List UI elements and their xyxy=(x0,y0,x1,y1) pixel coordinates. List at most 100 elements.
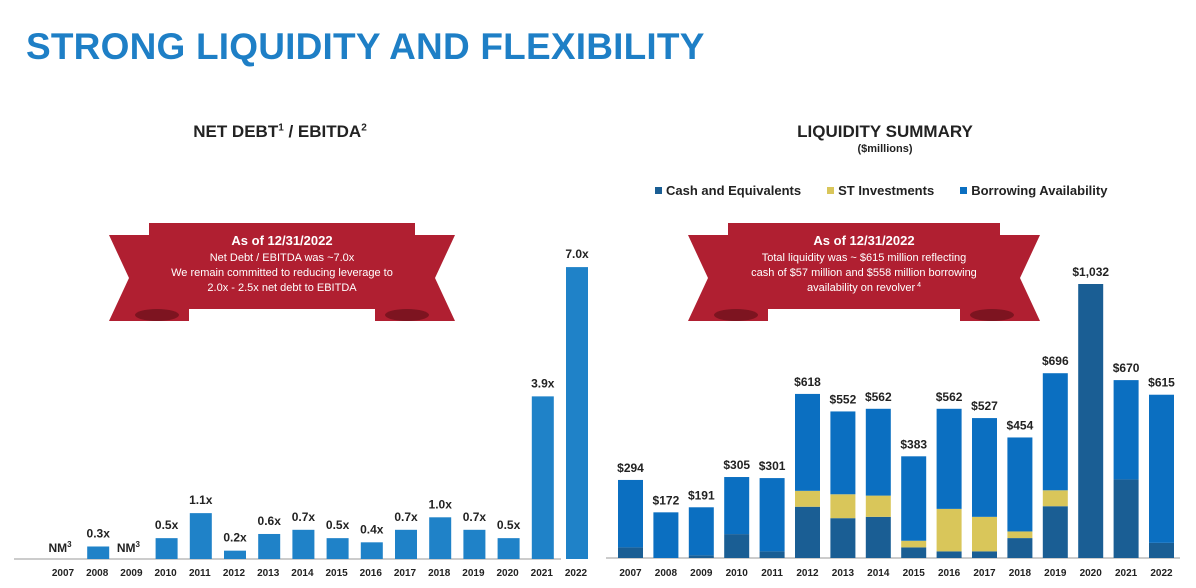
right-chart-title: LIQUIDITY SUMMARY xyxy=(797,122,973,141)
right-total-label: $294 xyxy=(617,461,644,475)
left-x-tick-label: 2016 xyxy=(360,568,383,579)
right-total-label: $172 xyxy=(653,493,680,507)
borrowing-segment xyxy=(724,477,750,535)
left-bar xyxy=(224,550,246,559)
left-data-label: 0.2x xyxy=(223,531,247,545)
st-investments-segment xyxy=(830,494,856,519)
legend-item-borrowing: Borrowing Availability xyxy=(960,183,1107,198)
right-total-label: $615 xyxy=(1148,376,1175,390)
borrowing-segment xyxy=(830,411,856,495)
cash-segment xyxy=(724,534,750,558)
left-x-tick-label: 2013 xyxy=(257,568,280,579)
st-investments-segment xyxy=(1007,531,1033,539)
left-bar xyxy=(429,517,452,559)
right-x-tick-label: 2016 xyxy=(938,568,961,579)
cash-segment xyxy=(936,551,962,558)
left-bar xyxy=(463,529,486,559)
borrowing-segment xyxy=(1042,373,1068,491)
left-data-label: 0.7x xyxy=(394,510,418,524)
legend-item-st-investments: ST Investments xyxy=(827,183,934,198)
right-x-tick-label: 2018 xyxy=(1009,568,1032,579)
left-data-label: 0.3x xyxy=(87,526,111,540)
left-x-tick-label: 2012 xyxy=(223,568,246,579)
right-banner-line: Total liquidity was ~ $615 million refle… xyxy=(762,252,967,264)
right-banner-left-curl xyxy=(714,309,758,321)
borrowing-segment xyxy=(795,393,820,491)
borrowing-segment xyxy=(618,479,643,548)
left-data-label: 3.9x xyxy=(531,376,555,390)
left-x-tick-label: 2022 xyxy=(565,568,588,579)
borrowing-segment xyxy=(865,408,891,496)
borrowing-segment xyxy=(759,478,785,552)
borrowing-segment xyxy=(936,408,962,509)
right-x-tick-label: 2019 xyxy=(1044,568,1067,579)
cash-segment xyxy=(830,518,856,558)
st-investments-segment xyxy=(865,495,891,517)
cash-segment xyxy=(1078,284,1104,558)
left-banner-right-curl xyxy=(385,309,429,321)
legend-swatch-cash xyxy=(655,187,662,194)
page-title: STRONG LIQUIDITY AND FLEXIBILITY xyxy=(26,26,705,67)
left-banner-line: 2.0x - 2.5x net debt to EBITDA xyxy=(207,282,357,294)
right-total-label: $527 xyxy=(971,399,998,413)
cash-segment xyxy=(1113,479,1139,558)
left-bar xyxy=(155,538,178,559)
borrowing-segment xyxy=(901,456,927,541)
left-banner-line: Net Debt / EBITDA was ~7.0x xyxy=(210,252,355,264)
left-data-label: 0.5x xyxy=(326,518,350,532)
left-x-tick-label: 2019 xyxy=(462,568,485,579)
left-x-tick-label: 2014 xyxy=(291,568,314,579)
left-bar xyxy=(292,529,315,559)
left-bar xyxy=(566,267,588,559)
right-total-label: $670 xyxy=(1113,361,1140,375)
right-banner-right-curl xyxy=(970,309,1014,321)
left-data-label: NM3 xyxy=(48,540,72,555)
right-chart-subtitle: ($millions) xyxy=(857,143,913,155)
borrowing-segment xyxy=(653,512,679,558)
left-bar xyxy=(258,533,281,559)
right-total-label: $305 xyxy=(723,458,750,472)
cash-segment xyxy=(901,547,927,558)
right-x-tick-label: 2012 xyxy=(796,568,819,579)
left-bar xyxy=(395,529,417,559)
right-total-label: $1,032 xyxy=(1072,265,1109,279)
right-banner xyxy=(688,223,1040,321)
right-x-tick-label: 2022 xyxy=(1150,568,1173,579)
legend-label-st-investments: ST Investments xyxy=(838,183,935,198)
cash-segment xyxy=(1007,538,1033,558)
right-x-tick-label: 2009 xyxy=(690,568,713,579)
right-total-label: $454 xyxy=(1007,418,1034,432)
right-banner-heading: As of 12/31/2022 xyxy=(813,233,914,248)
left-data-label: 0.7x xyxy=(463,510,487,524)
legend-label-borrowing: Borrowing Availability xyxy=(971,183,1108,198)
left-x-tick-label: 2010 xyxy=(154,568,177,579)
left-bar xyxy=(531,396,554,559)
left-x-tick-label: 2008 xyxy=(86,568,109,579)
left-x-tick-label: 2017 xyxy=(394,568,417,579)
left-bar xyxy=(497,538,520,559)
left-bar xyxy=(189,513,212,559)
right-total-label: $552 xyxy=(830,392,857,406)
st-investments-segment xyxy=(795,490,820,507)
right-banner-panel xyxy=(728,223,1000,309)
cash-segment xyxy=(972,551,997,558)
left-data-label: 0.5x xyxy=(497,518,521,532)
right-total-label: $383 xyxy=(900,437,927,451)
left-x-tick-label: 2021 xyxy=(531,568,554,579)
left-banner xyxy=(109,223,455,321)
right-x-tick-label: 2010 xyxy=(726,568,749,579)
left-data-label: 0.4x xyxy=(360,522,384,536)
left-x-tick-label: 2011 xyxy=(189,568,211,579)
right-total-label: $618 xyxy=(794,375,821,389)
right-x-tick-label: 2015 xyxy=(903,568,926,579)
left-banner-panel xyxy=(149,223,415,309)
right-total-label: $562 xyxy=(865,390,892,404)
borrowing-segment xyxy=(972,418,997,517)
chart-legend: Cash and Equivalents ST Investments Borr… xyxy=(655,183,1175,198)
right-x-tick-label: 2008 xyxy=(655,568,678,579)
left-data-label: 1.1x xyxy=(189,493,213,507)
cash-segment xyxy=(759,551,785,558)
cash-segment xyxy=(1042,506,1068,558)
left-banner-left-curl xyxy=(135,309,179,321)
legend-swatch-borrowing xyxy=(960,187,968,194)
